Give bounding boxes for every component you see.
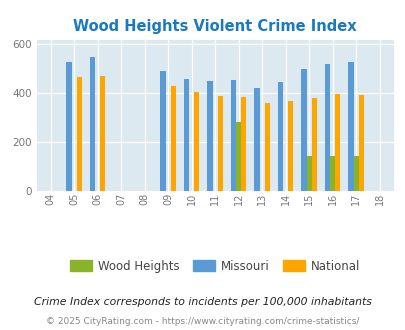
Bar bbox=[301, 69, 306, 191]
Bar bbox=[183, 79, 189, 191]
Text: © 2025 CityRating.com - https://www.cityrating.com/crime-statistics/: © 2025 CityRating.com - https://www.city… bbox=[46, 317, 359, 326]
Bar bbox=[236, 122, 241, 191]
Bar bbox=[353, 156, 358, 191]
Bar bbox=[66, 62, 71, 191]
Bar bbox=[277, 82, 282, 191]
Bar bbox=[241, 97, 246, 191]
Legend: Wood Heights, Missouri, National: Wood Heights, Missouri, National bbox=[66, 255, 364, 278]
Bar bbox=[160, 71, 165, 191]
Bar bbox=[90, 57, 95, 191]
Bar bbox=[324, 64, 329, 191]
Bar bbox=[217, 96, 222, 191]
Text: Crime Index corresponds to incidents per 100,000 inhabitants: Crime Index corresponds to incidents per… bbox=[34, 297, 371, 307]
Bar bbox=[77, 77, 82, 191]
Bar bbox=[347, 62, 353, 191]
Bar bbox=[194, 92, 199, 191]
Bar bbox=[335, 94, 340, 191]
Bar bbox=[288, 101, 293, 191]
Bar bbox=[230, 80, 236, 191]
Bar bbox=[311, 98, 316, 191]
Bar bbox=[254, 88, 259, 191]
Title: Wood Heights Violent Crime Index: Wood Heights Violent Crime Index bbox=[73, 19, 356, 34]
Bar bbox=[264, 103, 269, 191]
Bar bbox=[306, 156, 311, 191]
Bar bbox=[207, 81, 212, 191]
Bar bbox=[329, 156, 335, 191]
Bar bbox=[358, 95, 363, 191]
Bar bbox=[171, 86, 175, 191]
Bar bbox=[100, 76, 105, 191]
